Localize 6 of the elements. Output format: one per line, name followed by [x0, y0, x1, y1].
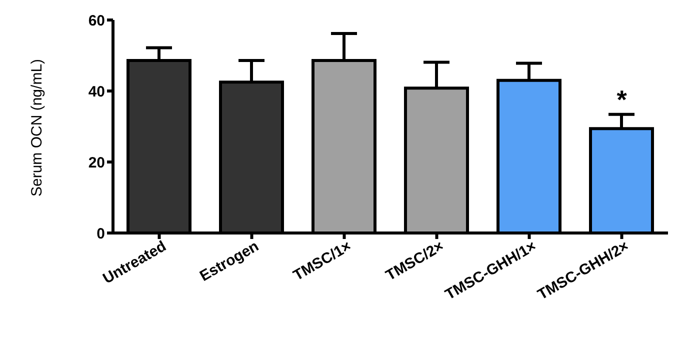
y-tick-label: 0 [96, 225, 105, 242]
y-tick-label: 20 [88, 154, 105, 172]
annotation: * [616, 84, 628, 114]
y-tick-label: 60 [88, 12, 105, 30]
y-axis-title: Serum OCN (ng/mL) [28, 58, 46, 196]
y-tick-label: 40 [88, 83, 105, 100]
